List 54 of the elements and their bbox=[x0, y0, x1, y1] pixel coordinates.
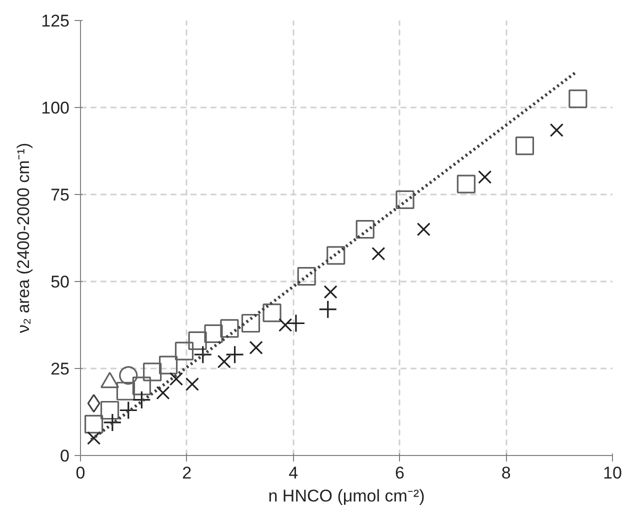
point bbox=[188, 331, 207, 350]
point bbox=[132, 376, 151, 396]
point bbox=[86, 431, 101, 445]
point bbox=[568, 90, 588, 108]
point bbox=[241, 314, 260, 333]
point bbox=[116, 382, 136, 400]
point bbox=[217, 354, 231, 368]
point bbox=[416, 222, 430, 236]
point bbox=[119, 366, 138, 385]
point bbox=[478, 170, 492, 184]
point bbox=[456, 174, 476, 194]
x-tick-label: 2 bbox=[182, 464, 192, 482]
y-tick-label: 50 bbox=[50, 272, 70, 292]
point bbox=[515, 136, 534, 156]
point bbox=[372, 246, 386, 260]
y-tick-label: 125 bbox=[41, 12, 70, 30]
x-tick-label: 0 bbox=[76, 464, 86, 482]
point bbox=[103, 413, 122, 432]
x-tick-label: 4 bbox=[288, 464, 298, 482]
point bbox=[143, 362, 162, 382]
y-tick-label: 100 bbox=[41, 98, 70, 118]
point bbox=[156, 386, 170, 400]
x-tick-label: 8 bbox=[501, 464, 511, 482]
point bbox=[249, 340, 263, 354]
point bbox=[204, 324, 223, 343]
y-axis-title: ν₂ area (2400-2000 cm⁻¹) bbox=[14, 142, 34, 334]
point bbox=[132, 390, 151, 410]
point bbox=[278, 318, 292, 332]
point bbox=[220, 319, 239, 338]
point bbox=[326, 246, 346, 265]
point bbox=[396, 190, 414, 210]
x-axis-title: n HNCO (μmol cm⁻²) bbox=[268, 486, 425, 506]
point bbox=[356, 220, 374, 239]
point bbox=[185, 377, 200, 391]
point bbox=[262, 304, 282, 322]
point bbox=[297, 266, 316, 286]
point bbox=[194, 345, 212, 364]
y-tick-label: 75 bbox=[50, 186, 70, 204]
point bbox=[286, 314, 306, 333]
point bbox=[100, 400, 120, 420]
point bbox=[158, 356, 178, 374]
point bbox=[169, 372, 184, 386]
y-tick-label: 25 bbox=[50, 360, 70, 378]
point bbox=[84, 414, 104, 434]
point bbox=[119, 400, 138, 420]
point bbox=[550, 123, 564, 137]
y-tick-label: 0 bbox=[60, 446, 70, 466]
point bbox=[87, 394, 100, 413]
point bbox=[225, 345, 244, 364]
point bbox=[324, 285, 338, 299]
point bbox=[318, 300, 338, 319]
point bbox=[174, 342, 194, 360]
x-tick-label: 10 bbox=[603, 464, 622, 482]
x-tick-label: 6 bbox=[394, 464, 404, 482]
